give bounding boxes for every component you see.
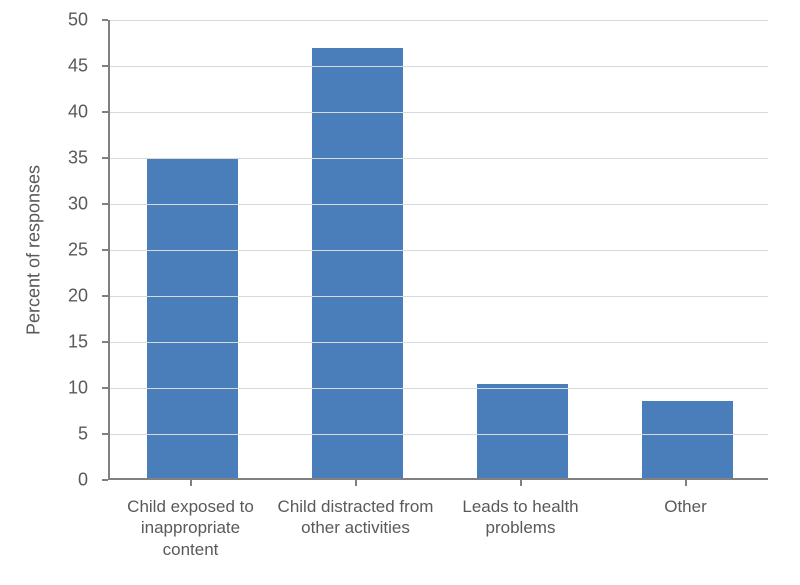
plot-area [108, 20, 768, 480]
gridline [110, 296, 768, 297]
y-tick-mark [102, 65, 108, 67]
bar [147, 158, 238, 478]
bar [477, 384, 568, 478]
y-tick-mark [102, 19, 108, 21]
y-tick-mark [102, 111, 108, 113]
y-tick-label: 30 [52, 194, 88, 215]
y-tick-mark [102, 341, 108, 343]
y-tick-mark [102, 157, 108, 159]
y-tick-label: 5 [52, 424, 88, 445]
x-tick-label: Leads to healthproblems [438, 496, 603, 539]
x-tick-label: Other [603, 496, 768, 517]
y-tick-label: 40 [52, 102, 88, 123]
y-tick-label: 10 [52, 378, 88, 399]
x-tick-label: Child exposed toinappropriatecontent [108, 496, 273, 560]
y-tick-mark [102, 203, 108, 205]
gridline [110, 66, 768, 67]
y-tick-label: 35 [52, 148, 88, 169]
y-tick-label: 25 [52, 240, 88, 261]
y-tick-label: 45 [52, 56, 88, 77]
gridline [110, 434, 768, 435]
y-tick-mark [102, 249, 108, 251]
y-tick-label: 20 [52, 286, 88, 307]
gridline [110, 388, 768, 389]
y-tick-label: 15 [52, 332, 88, 353]
gridline [110, 204, 768, 205]
bar-chart: 0 5 10 15 20 25 30 35 40 45 50 Child exposed toina… [0, 0, 800, 585]
x-tick-label: Child distracted fromother activities [273, 496, 438, 539]
gridline [110, 112, 768, 113]
bars-layer [110, 20, 768, 478]
bar [642, 401, 733, 478]
y-tick-mark [102, 479, 108, 481]
gridline [110, 158, 768, 159]
y-tick-label: 50 [52, 10, 88, 31]
gridline [110, 342, 768, 343]
gridline [110, 20, 768, 21]
y-tick-label: 0 [52, 470, 88, 491]
x-tick-mark [190, 480, 192, 486]
y-tick-mark [102, 433, 108, 435]
y-tick-mark [102, 387, 108, 389]
x-tick-mark [685, 480, 687, 486]
gridline [110, 250, 768, 251]
y-axis-label: Percent of responses [24, 165, 45, 335]
x-tick-mark [355, 480, 357, 486]
x-tick-mark [520, 480, 522, 486]
y-tick-mark [102, 295, 108, 297]
